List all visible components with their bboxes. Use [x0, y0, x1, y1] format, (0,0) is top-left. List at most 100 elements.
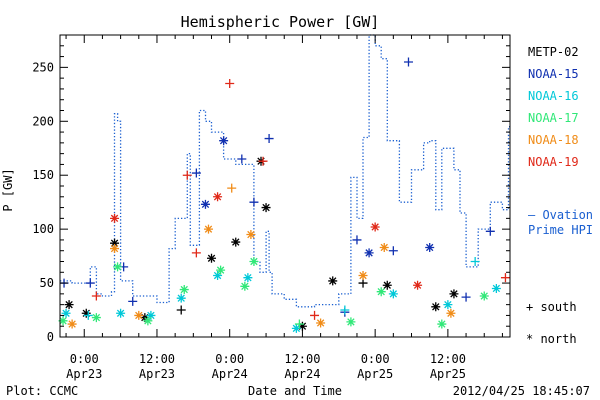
south-point — [294, 319, 304, 329]
legend-ovation-line1: — Ovation — [528, 208, 593, 222]
x-tick-label-time: 0:00 — [215, 352, 244, 366]
north-point — [388, 289, 398, 299]
north-point — [231, 237, 241, 247]
series-metp-02 — [64, 156, 459, 331]
x-tick-label-date: Apr24 — [284, 367, 320, 381]
north-point — [67, 319, 77, 329]
x-tick-label-time: 12:00 — [139, 352, 175, 366]
x-tick-label-time: 12:00 — [430, 352, 466, 366]
north-point — [219, 136, 229, 146]
north-point — [91, 313, 101, 323]
north-point — [431, 302, 441, 312]
ovation-hpi-line-layer — [60, 34, 510, 308]
south-point — [191, 168, 201, 178]
north-point — [200, 199, 210, 209]
north-point — [110, 244, 120, 254]
x-tick-label-date: Apr25 — [430, 367, 466, 381]
south-point — [388, 246, 398, 256]
north-point — [446, 308, 456, 318]
north-point — [179, 285, 189, 295]
north-point — [479, 291, 489, 301]
y-tick-label: 150 — [32, 168, 54, 182]
x-tick-label-date: Apr25 — [357, 367, 393, 381]
south-point — [176, 305, 186, 315]
south-point — [83, 310, 93, 320]
south-point — [403, 57, 413, 67]
south-point — [249, 197, 259, 207]
y-tick-label: 0 — [47, 330, 54, 344]
legend-entry: NOAA-19 — [528, 155, 579, 169]
south-point — [461, 292, 471, 302]
north-point — [64, 300, 74, 310]
x-tick-label-date: Apr24 — [212, 367, 248, 381]
south-point — [237, 154, 247, 164]
plot-timestamp: 2012/04/25 18:45:07 — [453, 384, 590, 398]
north-point — [213, 271, 223, 281]
north-point — [110, 213, 120, 223]
south-point — [182, 170, 192, 180]
north-point — [246, 230, 256, 240]
north-point — [379, 242, 389, 252]
south-point — [485, 226, 495, 236]
south-point — [225, 79, 235, 89]
south-point — [310, 310, 320, 320]
north-point — [328, 276, 338, 286]
south-point — [227, 183, 237, 193]
south-point — [128, 296, 138, 306]
north-point — [437, 319, 447, 329]
plot-frame — [59, 34, 511, 338]
north-point — [176, 293, 186, 303]
south-point — [358, 278, 368, 288]
north-point — [449, 289, 459, 299]
north-point — [358, 271, 368, 281]
north-point — [113, 262, 123, 272]
north-point — [243, 273, 253, 283]
legend-entry: NOAA-17 — [528, 111, 579, 125]
legend: METP-02 NOAA-15 NOAA-16 NOAA-17 NOAA-18 NOAA-… — [526, 45, 593, 346]
north-point — [58, 316, 68, 326]
south-point — [91, 291, 101, 301]
north-point — [425, 242, 435, 252]
x-tick-label-date: Apr23 — [66, 367, 102, 381]
y-tick-label: 100 — [32, 222, 54, 236]
plot-source-label: Plot: CCMC — [6, 384, 78, 398]
legend-entry: NOAA-18 — [528, 133, 579, 147]
series-noaa-19 — [91, 79, 510, 320]
north-point — [376, 287, 386, 297]
legend-entry: METP-02 — [528, 45, 579, 59]
south-point — [470, 257, 480, 266]
x-axis-label: Date and Time — [248, 384, 342, 398]
south-point — [85, 278, 95, 288]
south-point — [340, 305, 350, 315]
south-point — [191, 248, 201, 258]
north-point — [213, 192, 223, 202]
north-point — [291, 323, 301, 333]
series-noaa-17 — [58, 257, 489, 329]
y-axis-label: P [GW] — [1, 168, 15, 211]
south-point — [258, 156, 268, 166]
north-point — [316, 318, 326, 328]
series-noaa-18 — [67, 183, 456, 329]
north-point — [261, 203, 271, 213]
north-point — [61, 308, 71, 318]
legend-north-marker: * north — [526, 332, 577, 346]
north-point — [443, 300, 453, 310]
legend-entry: NOAA-15 — [528, 67, 579, 81]
north-point — [491, 283, 501, 293]
y-tick-label: 200 — [32, 114, 54, 128]
legend-ovation-line2: Prime HPI — [528, 223, 593, 237]
north-point — [207, 253, 217, 263]
north-point — [382, 280, 392, 290]
north-point — [116, 308, 126, 318]
north-point — [134, 310, 144, 320]
north-point — [364, 248, 374, 258]
north-point — [249, 257, 259, 266]
north-point — [216, 265, 226, 275]
north-point — [240, 281, 250, 291]
north-point — [297, 321, 307, 331]
y-tick-label: 250 — [32, 60, 54, 74]
legend-entry: NOAA-16 — [528, 89, 579, 103]
y-tick-label: 50 — [40, 276, 54, 290]
north-point — [203, 224, 213, 234]
